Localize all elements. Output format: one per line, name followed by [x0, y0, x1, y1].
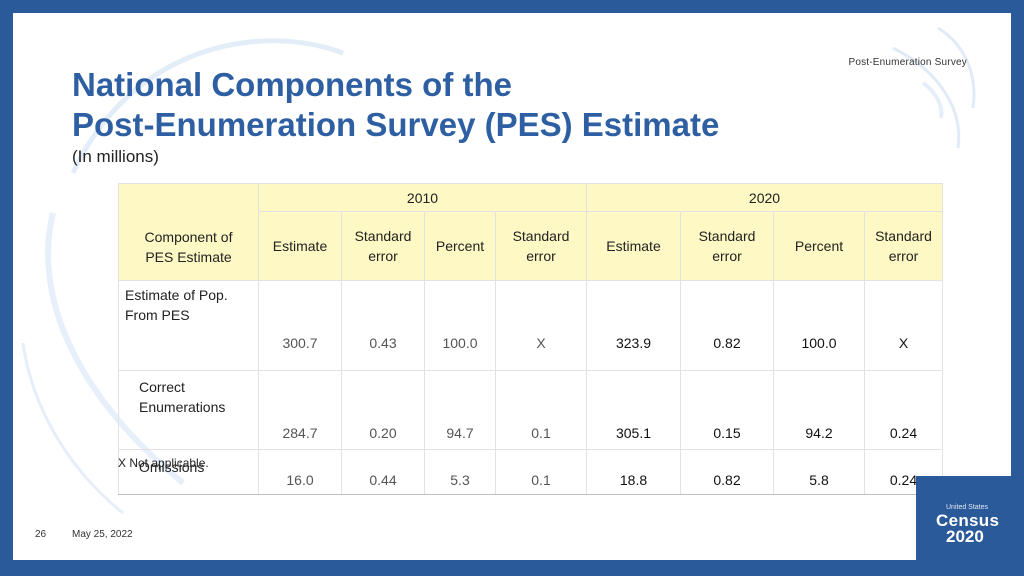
- year-header-2010: 2010: [258, 183, 587, 212]
- col-percent-2010: Percent: [424, 211, 496, 281]
- title-line-2: Post-Enumeration Survey (PES) Estimate: [72, 106, 720, 143]
- header-row-columns: Estimate Standard error Percent Standard e…: [119, 211, 943, 281]
- table-row: Omissions 16.0 0.44 5.3 0.1 18.8 0.82 5.…: [118, 449, 943, 495]
- cell-value: 5.8: [773, 449, 865, 495]
- component-header: Component of PES Estimate: [118, 183, 259, 281]
- cell-value: 0.43: [341, 280, 425, 371]
- col-percent-standard-error-2020: Standard error: [864, 211, 943, 281]
- col-estimate-2020: Estimate: [586, 211, 681, 281]
- cell-value: 284.7: [258, 370, 342, 450]
- table-row: Correct Enumerations 284.7 0.20 94.7 0.1 …: [118, 370, 943, 450]
- cell-value: 100.0: [773, 280, 865, 371]
- cell-value: 5.3: [424, 449, 496, 495]
- census-2020-logo: United States Census 2020: [916, 476, 1011, 560]
- col-estimate-2010: Estimate: [258, 211, 342, 281]
- subtitle: (In millions): [72, 147, 159, 166]
- cell-value: 0.24: [864, 370, 943, 450]
- col-standard-error-2010: Standard error: [341, 211, 425, 281]
- pes-components-table: Component of PES Estimate 2010 2020 Estim…: [118, 183, 943, 495]
- cell-value: 94.7: [424, 370, 496, 450]
- cell-value: 323.9: [586, 280, 681, 371]
- title-line-1: National Components of the: [72, 66, 512, 103]
- slide-title: National Components of the Post-Enumerat…: [72, 65, 832, 145]
- logo-census: Census: [936, 511, 1000, 530]
- page-number: 26: [35, 529, 47, 540]
- cell-value: 16.0: [258, 449, 342, 495]
- cell-value: X: [495, 280, 587, 371]
- cell-value: 0.15: [680, 370, 774, 450]
- cell-value: X: [864, 280, 943, 371]
- row-label-omissions: Omissions: [118, 449, 259, 495]
- col-standard-error-2020: Standard error: [680, 211, 774, 281]
- table-row: Estimate of Pop. From PES 300.7 0.43 100.…: [118, 280, 943, 371]
- footnote: X Not applicable.: [118, 456, 209, 470]
- row-label-estimate-of-pop: Estimate of Pop. From PES: [118, 280, 259, 371]
- cell-value: 0.1: [495, 370, 587, 450]
- slide: Post-Enumeration Survey National Compone…: [13, 13, 1011, 560]
- logo-2020: 2020: [946, 527, 984, 546]
- cell-value: 94.2: [773, 370, 865, 450]
- cell-value: 0.82: [680, 280, 774, 371]
- slide-date: May 25, 2022: [72, 529, 133, 540]
- header-tag: Post-Enumeration Survey: [848, 57, 967, 68]
- cell-value: 100.0: [424, 280, 496, 371]
- cell-value: 0.20: [341, 370, 425, 450]
- cell-value: 300.7: [258, 280, 342, 371]
- header-row-years: Component of PES Estimate 2010 2020: [118, 183, 943, 281]
- col-percent-2020: Percent: [773, 211, 865, 281]
- cell-value: 0.44: [341, 449, 425, 495]
- year-header-2020: 2020: [586, 183, 943, 212]
- cell-value: 305.1: [586, 370, 681, 450]
- cell-value: 0.1: [495, 449, 587, 495]
- logo-united-states: United States: [946, 504, 989, 511]
- col-percent-standard-error-2010: Standard error: [495, 211, 587, 281]
- row-label-correct-enumerations: Correct Enumerations: [118, 370, 259, 450]
- cell-value: 0.82: [680, 449, 774, 495]
- cell-value: 18.8: [586, 449, 681, 495]
